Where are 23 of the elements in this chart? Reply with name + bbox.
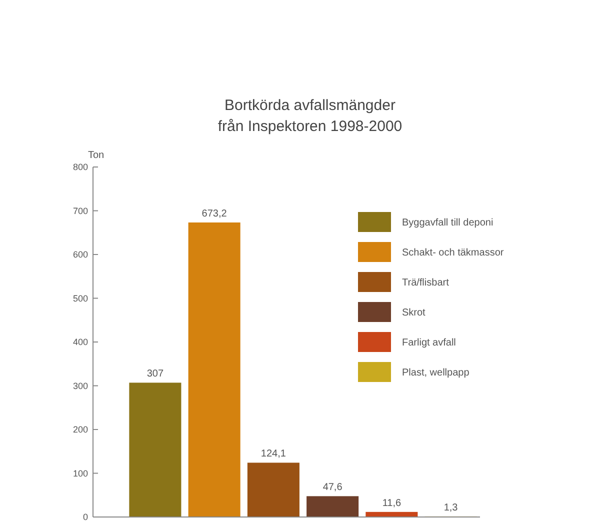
legend-label: Trä/flisbart: [402, 278, 450, 288]
y-tick-label: 100: [72, 468, 88, 478]
legend-label: Skrot: [402, 308, 426, 318]
data-label: 47,6: [322, 482, 343, 494]
legend-label: Schakt- och täkmassor: [402, 248, 504, 258]
data-label: 11,6: [382, 498, 402, 509]
data-label: 307: [146, 368, 164, 380]
data-label: 124,1: [260, 448, 286, 460]
y-tick-label: 300: [72, 380, 88, 391]
legend-label: Plast, wellpapp: [402, 368, 470, 378]
y-tick-label: 800: [72, 162, 88, 172]
legend-label: Farligt avfall: [402, 338, 456, 348]
y-tick-label: 500: [72, 293, 88, 304]
y-tick-label: 0: [82, 512, 88, 522]
y-tick-label: 600: [72, 250, 88, 260]
data-label: 1,3: [444, 502, 458, 514]
legend-label: Byggavfall till deponi: [402, 218, 494, 228]
y-tick-label: 700: [72, 206, 88, 216]
y-axis-title: Ton: [88, 150, 104, 161]
chart-title: Bortkörda avfallsmängder från Inspektoren 1998-2000: [218, 97, 402, 135]
y-tick-label: 400: [72, 337, 88, 348]
y-tick-label: 200: [72, 424, 88, 435]
data-label: 673,2: [202, 208, 228, 220]
